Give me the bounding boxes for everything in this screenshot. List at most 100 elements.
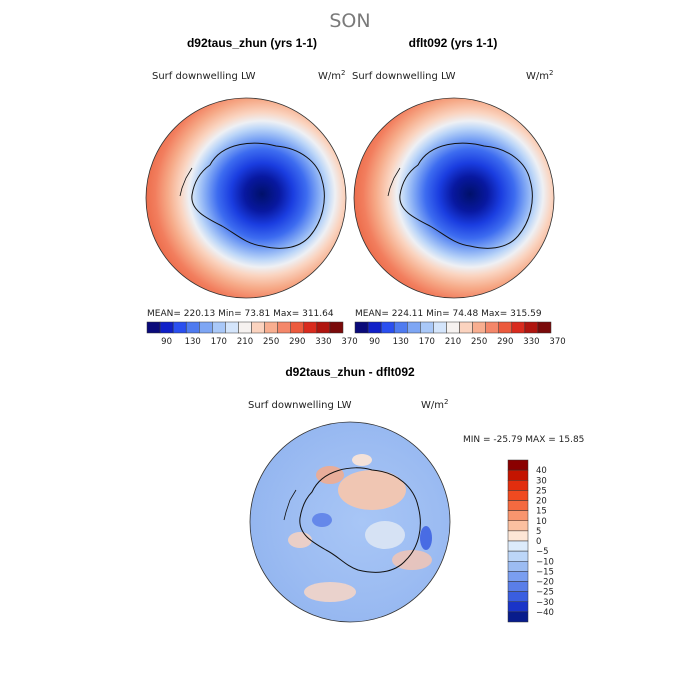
- colorbar-tick-label: 25: [536, 486, 547, 496]
- variable-label: Surf downwelling LW: [352, 71, 456, 82]
- neutral-patch: [352, 454, 372, 466]
- season-title: SON: [329, 10, 370, 32]
- variable-label: Surf downwelling LW: [152, 71, 256, 82]
- units-label: W/m2: [421, 398, 448, 411]
- colorbar: 90 130 170 210 250 290 330 370: [146, 321, 358, 347]
- colorbar-tick-label: 250: [263, 337, 279, 347]
- positive-anomaly-patch: [304, 582, 356, 602]
- colorbar-tick-label: 30: [536, 476, 547, 486]
- colorbar-tick-label: 210: [237, 337, 253, 347]
- colorbar-swatch: [524, 321, 539, 334]
- colorbar-tick-label: 130: [393, 337, 409, 347]
- colorbar-tick-label: 0: [536, 537, 541, 547]
- panel-dflt092: dflt092 (yrs 1-1) Surf downwelling LW W/…: [352, 36, 566, 347]
- colorbar-swatch: [498, 321, 513, 334]
- peninsula-outline: [283, 489, 297, 521]
- panel-stats: MEAN= 224.11 Min= 74.48 Max= 315.59: [355, 309, 542, 319]
- colorbar-tick-label: 15: [536, 507, 547, 517]
- colorbar-swatch: [159, 321, 174, 334]
- colorbar-tick-label: 330: [523, 337, 539, 347]
- positive-anomaly-patch: [316, 466, 344, 484]
- colorbar-swatch: [507, 591, 529, 602]
- colorbar-tick-label: −10: [536, 557, 554, 567]
- colorbar: 90 130 170 210 250 290 330 370: [354, 321, 566, 347]
- colorbar-tick-label: 250: [471, 337, 487, 347]
- colorbar-swatch: [407, 321, 421, 334]
- polar-map-field: [249, 421, 451, 623]
- colorbar-swatch: [537, 321, 552, 334]
- colorbar-swatch: [212, 321, 226, 334]
- colorbar-swatch: [380, 321, 395, 334]
- variable-label: Surf downwelling LW: [248, 400, 352, 411]
- positive-anomaly-patch: [338, 470, 406, 510]
- colorbar-swatch: [354, 321, 369, 334]
- colorbar-swatch: [507, 530, 529, 542]
- units-label: W/m2: [318, 69, 345, 82]
- polar-map-field: [145, 97, 347, 299]
- colorbar-swatch: [225, 321, 239, 334]
- colorbar-tick-label: 330: [315, 337, 331, 347]
- colorbar-swatch: [420, 321, 434, 334]
- colorbar-swatch: [485, 321, 499, 334]
- colorbar-swatch: [185, 321, 200, 334]
- units-label: W/m2: [526, 69, 553, 82]
- colorbar-tick-label: −25: [536, 588, 554, 598]
- colorbar-swatch: [507, 561, 529, 572]
- colorbar-tick-label: 90: [161, 337, 172, 347]
- panel-stats: MIN = -25.79 MAX = 15.85: [463, 435, 584, 445]
- colorbar-tick-label: 290: [497, 337, 513, 347]
- panel-title: d92taus_zhun (yrs 1-1): [187, 36, 317, 50]
- colorbar-swatch: [507, 490, 529, 501]
- colorbar-swatch: [329, 321, 344, 334]
- colorbar-tick-label: 370: [341, 337, 357, 347]
- polar-map-field: [353, 97, 555, 299]
- colorbar-swatch: [172, 321, 187, 334]
- panel-d92taus-zhun: d92taus_zhun (yrs 1-1) Surf downwelling …: [145, 36, 358, 347]
- colorbar-swatch: [459, 321, 473, 334]
- colorbar-swatch: [507, 520, 529, 532]
- colorbar-swatch: [507, 601, 529, 613]
- colorbar-tick-label: 170: [419, 337, 435, 347]
- colorbar-tick-label: 5: [536, 527, 541, 537]
- colorbar-swatch: [507, 500, 529, 511]
- colorbar-swatch: [507, 611, 529, 623]
- colorbar-tick-label: 210: [445, 337, 461, 347]
- colorbar-tick-label: 370: [549, 337, 565, 347]
- colorbar-swatch: [277, 321, 291, 334]
- colorbar-swatch: [446, 321, 460, 334]
- colorbar-swatch: [507, 571, 529, 582]
- colorbar-tick-label: 10: [536, 517, 547, 527]
- colorbar-swatch: [238, 321, 252, 334]
- positive-anomaly-patch: [288, 532, 312, 548]
- colorbar-swatch: [433, 321, 447, 334]
- panel-difference: d92taus_zhun - dflt092 Surf downwelling …: [248, 365, 584, 623]
- colorbar-tick-label: 90: [369, 337, 380, 347]
- peninsula-outline: [179, 167, 193, 197]
- neutral-patch: [365, 521, 405, 549]
- panel-title: dflt092 (yrs 1-1): [409, 36, 498, 50]
- colorbar-tick-label: 20: [536, 497, 547, 507]
- antarctic-coastline: [191, 142, 325, 249]
- colorbar-swatch: [507, 510, 529, 521]
- antarctic-coastline: [299, 467, 421, 573]
- negative-anomaly-patch: [312, 513, 332, 527]
- colorbar-swatch: [251, 321, 265, 334]
- colorbar-swatch: [507, 480, 529, 491]
- colorbar-swatch: [146, 321, 161, 334]
- colorbar-tick-label: 40: [536, 466, 547, 476]
- colorbar-swatch: [507, 469, 529, 481]
- colorbar-swatch: [507, 581, 529, 592]
- peninsula-outline: [387, 167, 401, 197]
- antarctic-coastline: [399, 142, 533, 249]
- colorbar-swatch: [290, 321, 305, 334]
- colorbar-tick-label: 170: [211, 337, 227, 347]
- colorbar-swatch: [316, 321, 331, 334]
- colorbar-swatch: [264, 321, 278, 334]
- positive-anomaly-patch: [392, 550, 432, 570]
- colorbar-tick-label: −40: [536, 608, 554, 618]
- negative-anomaly-patch: [420, 526, 432, 550]
- colorbar-tick-label: −5: [536, 547, 549, 557]
- colorbar-swatch: [199, 321, 213, 334]
